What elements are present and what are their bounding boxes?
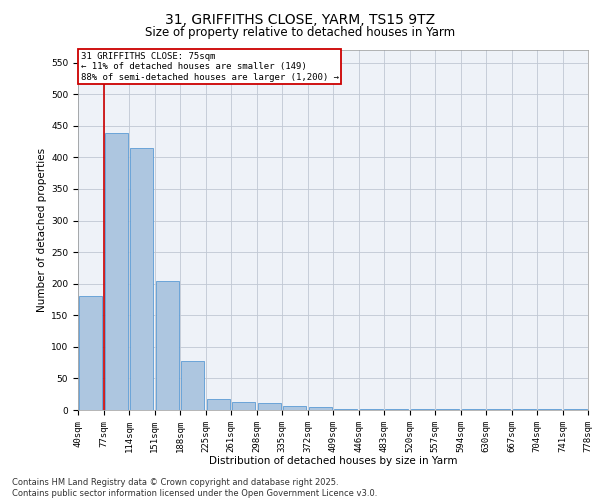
Text: Size of property relative to detached houses in Yarm: Size of property relative to detached ho… [145, 26, 455, 39]
Bar [79, 296, 102, 410]
Bar [105, 134, 128, 410]
Text: 31, GRIFFITHS CLOSE, YARM, TS15 9TZ: 31, GRIFFITHS CLOSE, YARM, TS15 9TZ [165, 12, 435, 26]
X-axis label: Distribution of detached houses by size in Yarm: Distribution of detached houses by size … [209, 456, 457, 466]
Y-axis label: Number of detached properties: Number of detached properties [37, 148, 47, 312]
Bar [130, 148, 153, 410]
Text: Contains HM Land Registry data © Crown copyright and database right 2025.
Contai: Contains HM Land Registry data © Crown c… [12, 478, 377, 498]
Bar [564, 408, 587, 410]
Bar [156, 280, 179, 410]
Bar [334, 408, 357, 410]
Bar [232, 402, 255, 410]
Bar [258, 403, 281, 410]
Bar [207, 398, 230, 410]
Bar [309, 408, 332, 410]
Bar [181, 360, 204, 410]
Bar [283, 406, 306, 410]
Text: 31 GRIFFITHS CLOSE: 75sqm
← 11% of detached houses are smaller (149)
88% of semi: 31 GRIFFITHS CLOSE: 75sqm ← 11% of detac… [80, 52, 338, 82]
